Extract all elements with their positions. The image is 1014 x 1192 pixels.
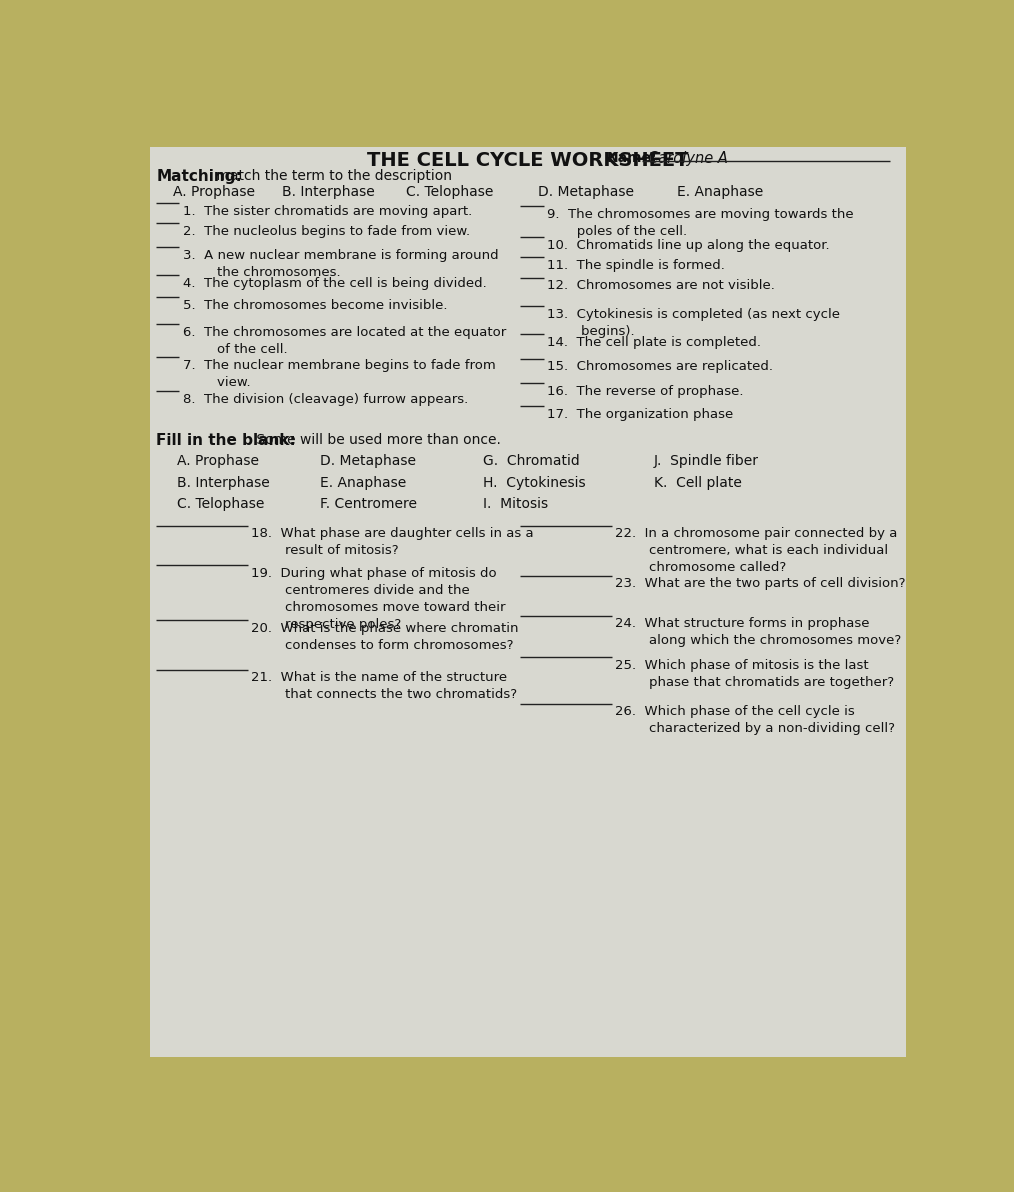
Text: 22.  In a chromosome pair connected by a
        centromere, what is each indivi: 22. In a chromosome pair connected by a … [615,527,897,575]
Text: A. Prophase: A. Prophase [177,454,260,468]
Text: 18.  What phase are daughter cells in as a
        result of mitosis?: 18. What phase are daughter cells in as … [250,527,533,558]
Text: J.  Spindle fiber: J. Spindle fiber [654,454,758,468]
Text: H.  Cytokinesis: H. Cytokinesis [484,476,586,490]
Text: Matching:: Matching: [156,169,242,185]
Text: 15.  Chromosomes are replicated.: 15. Chromosomes are replicated. [547,360,773,373]
Text: D. Metaphase: D. Metaphase [537,185,634,199]
Text: 14.  The cell plate is completed.: 14. The cell plate is completed. [547,335,760,348]
Text: F. Centromere: F. Centromere [320,497,418,511]
Text: D. Metaphase: D. Metaphase [320,454,417,468]
Text: I.  Mitosis: I. Mitosis [484,497,549,511]
Text: 9.  The chromosomes are moving towards the
       poles of the cell.: 9. The chromosomes are moving towards th… [547,207,854,237]
Text: 8.  The division (cleavage) furrow appears.: 8. The division (cleavage) furrow appear… [183,392,467,405]
Text: Carolyne A: Carolyne A [648,150,727,166]
Text: Fill in the blank:: Fill in the blank: [156,433,296,447]
Text: match the term to the description: match the term to the description [212,169,452,184]
Text: 25.  Which phase of mitosis is the last
        phase that chromatids are togeth: 25. Which phase of mitosis is the last p… [615,659,894,689]
Text: 24.  What structure forms in prophase
        along which the chromosomes move?: 24. What structure forms in prophase alo… [615,617,901,647]
Text: G.  Chromatid: G. Chromatid [484,454,580,468]
Text: 26.  Which phase of the cell cycle is
        characterized by a non-dividing ce: 26. Which phase of the cell cycle is cha… [615,706,895,735]
Text: 7.  The nuclear membrane begins to fade from
        view.: 7. The nuclear membrane begins to fade f… [183,359,495,389]
Text: 23.  What are the two parts of cell division?: 23. What are the two parts of cell divis… [615,577,906,590]
Text: Name:: Name: [607,150,658,164]
Text: 1.  The sister chromatids are moving apart.: 1. The sister chromatids are moving apar… [183,205,472,218]
Text: 20.  What is the phase where chromatin
        condenses to form chromosomes?: 20. What is the phase where chromatin co… [250,622,518,652]
Text: 21.  What is the name of the structure
        that connects the two chromatids?: 21. What is the name of the structure th… [250,671,517,701]
Text: 4.  The cytoplasm of the cell is being divided.: 4. The cytoplasm of the cell is being di… [183,277,487,290]
FancyBboxPatch shape [150,147,906,1057]
Text: C. Telophase: C. Telophase [177,497,265,511]
Text: 13.  Cytokinesis is completed (as next cycle
        begins).: 13. Cytokinesis is completed (as next cy… [547,308,840,337]
Text: B. Interphase: B. Interphase [177,476,270,490]
Text: A. Prophase: A. Prophase [173,185,256,199]
Text: B. Interphase: B. Interphase [282,185,374,199]
Text: 12.  Chromosomes are not visible.: 12. Chromosomes are not visible. [547,279,775,292]
Text: C. Telophase: C. Telophase [406,185,493,199]
Text: 17.  The organization phase: 17. The organization phase [547,408,733,421]
Text: 6.  The chromosomes are located at the equator
        of the cell.: 6. The chromosomes are located at the eq… [183,325,506,355]
Text: 3.  A new nuclear membrane is forming around
        the chromosomes.: 3. A new nuclear membrane is forming aro… [183,248,498,279]
Text: 19.  During what phase of mitosis do
        centromeres divide and the
        : 19. During what phase of mitosis do cent… [250,566,505,631]
Text: Some will be used more than once.: Some will be used more than once. [252,433,501,447]
Text: E. Anaphase: E. Anaphase [320,476,407,490]
Text: 11.  The spindle is formed.: 11. The spindle is formed. [547,259,725,272]
Text: E. Anaphase: E. Anaphase [677,185,764,199]
Text: 10.  Chromatids line up along the equator.: 10. Chromatids line up along the equator… [547,238,829,252]
Text: 16.  The reverse of prophase.: 16. The reverse of prophase. [547,385,743,398]
Text: 2.  The nucleolus begins to fade from view.: 2. The nucleolus begins to fade from vie… [183,224,469,237]
Text: THE CELL CYCLE WORKSHEET: THE CELL CYCLE WORKSHEET [367,150,689,169]
Text: K.  Cell plate: K. Cell plate [654,476,741,490]
Text: 5.  The chromosomes become invisible.: 5. The chromosomes become invisible. [183,298,447,311]
